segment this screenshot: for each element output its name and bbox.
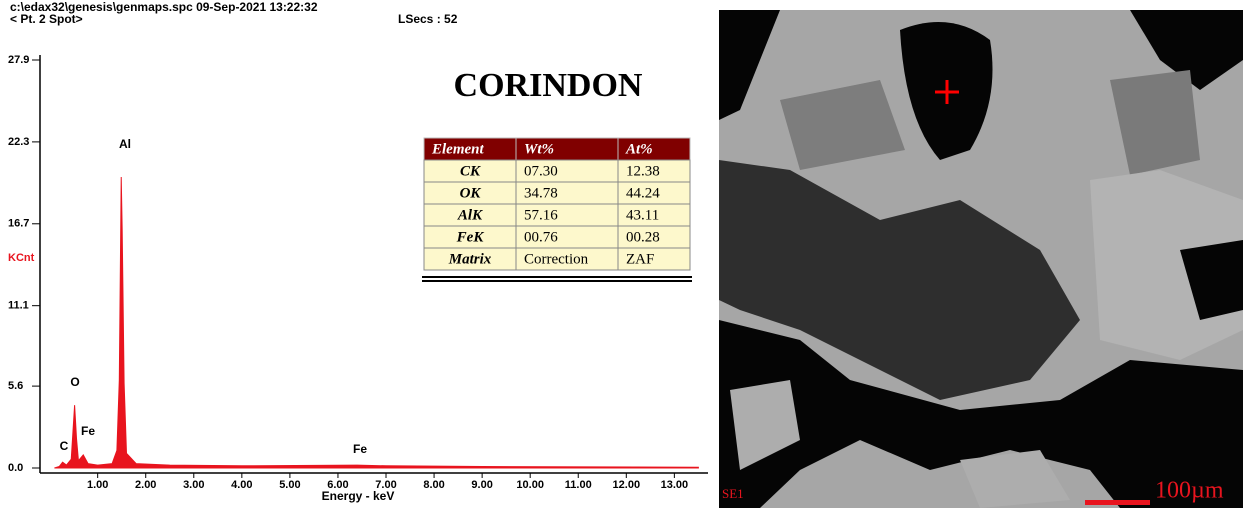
x-tick-label: 11.00 — [565, 479, 592, 491]
x-tick-label: 2.00 — [135, 479, 156, 491]
x-axis-label: Energy - keV — [322, 489, 395, 503]
x-tick-label: 5.00 — [279, 479, 300, 491]
pore — [1130, 10, 1243, 90]
grain — [1110, 70, 1200, 175]
cell-text: Correction — [524, 251, 589, 267]
scale-bar — [1085, 500, 1150, 505]
x-tick-label: 13.00 — [661, 479, 689, 491]
peak-label: O — [70, 375, 79, 389]
header-text: Element — [431, 141, 484, 157]
x-tick-label: 8.00 — [423, 479, 444, 491]
cell-text: 00.76 — [524, 229, 558, 245]
cell-text: 12.38 — [626, 163, 660, 179]
dark-region — [719, 160, 1080, 400]
cell-text: ZAF — [626, 251, 654, 267]
cell-text: 57.16 — [524, 207, 558, 223]
grain — [730, 380, 800, 470]
pore — [719, 10, 780, 120]
scale-label: 100µm — [1155, 478, 1224, 504]
pore — [719, 320, 1243, 508]
y-tick-label: 5.6 — [8, 380, 23, 392]
cell — [617, 247, 691, 271]
spectrum — [54, 176, 699, 469]
detector-label: SE1 — [722, 486, 744, 501]
x-tick-label: 12.00 — [613, 479, 641, 491]
spot-info: < Pt. 2 Spot> — [10, 12, 83, 26]
chart-title: CORINDON — [454, 67, 643, 104]
x-tick-label: 4.00 — [231, 479, 252, 491]
live-seconds: LSecs : 52 — [398, 12, 458, 26]
y-tick-label: 27.9 — [8, 54, 29, 66]
peak-label: Fe — [81, 424, 95, 438]
header-text: Wt% — [524, 141, 554, 157]
x-tick-label: 6.00 — [327, 479, 348, 491]
y-tick-label: 22.3 — [8, 136, 29, 148]
cell-text: AlK — [457, 207, 483, 223]
x-tick-label: 7.00 — [375, 479, 396, 491]
cell-text: Matrix — [448, 251, 492, 267]
peak-label: C — [60, 439, 69, 453]
cell-text: 43.11 — [626, 207, 659, 223]
header-text: At% — [625, 141, 653, 157]
pore — [1180, 240, 1243, 320]
x-tick-label: 1.00 — [87, 479, 108, 491]
micrograph: SE1 100µm — [719, 10, 1243, 508]
peak-label: Al — [119, 137, 131, 151]
cell-text: 07.30 — [524, 163, 558, 179]
y-tick-label: 16.7 — [8, 218, 29, 230]
peak-label: Fe — [353, 442, 367, 456]
results-table: Element Wt% At% CK 07.30 12.38 OK 34.78 44.24 AlK… — [423, 137, 691, 271]
cell-text: FeK — [456, 229, 485, 245]
cell-text: 34.78 — [524, 185, 558, 201]
grain — [960, 450, 1070, 508]
x-tick-label: 3.00 — [183, 479, 204, 491]
y-tick-label: 11.1 — [8, 300, 29, 312]
cell-text: 00.28 — [626, 229, 660, 245]
file-info: c:\edax32\genesis\genmaps.spc 09-Sep-202… — [10, 0, 318, 14]
cell-text: 44.24 — [626, 185, 660, 201]
grain — [780, 80, 905, 170]
x-tick-label: 9.00 — [471, 479, 492, 491]
y-axis-label: KCnt — [8, 252, 35, 264]
y-tick-label: 0.0 — [8, 462, 23, 474]
x-tick-label: 10.00 — [516, 479, 544, 491]
cell-text: OK — [460, 185, 482, 201]
cell-text: CK — [460, 163, 481, 179]
